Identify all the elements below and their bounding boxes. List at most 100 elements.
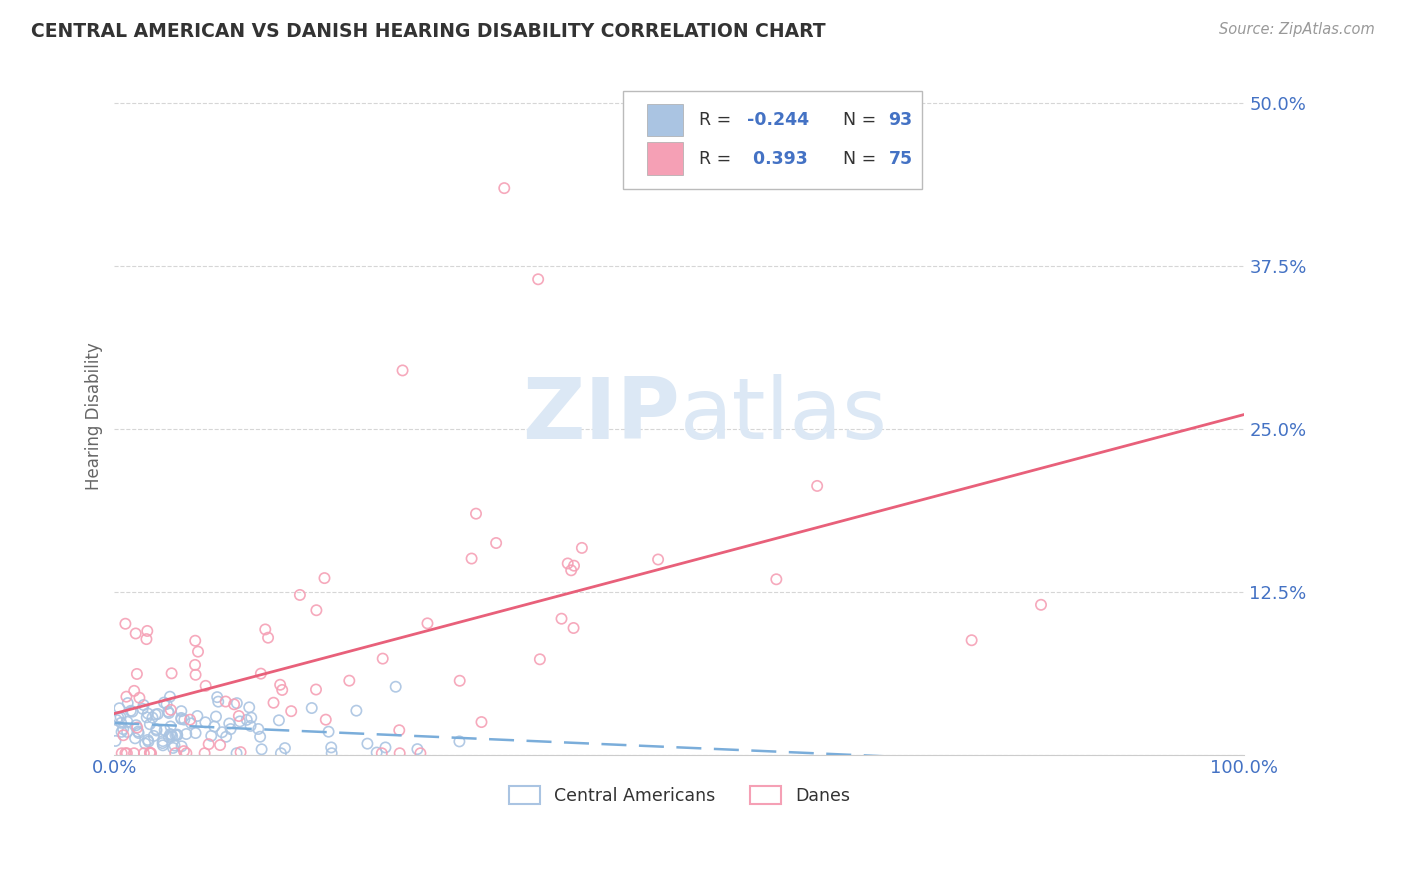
Point [115, 690, 138, 704]
Point [494, 181, 516, 195]
Text: -0.244: -0.244 [747, 112, 810, 129]
Point [117, 714, 139, 729]
Point [139, 746, 162, 760]
Point [254, 623, 277, 637]
Point [527, 272, 550, 286]
Point [184, 667, 207, 681]
Point [550, 612, 572, 626]
Point [110, 710, 132, 724]
Point [136, 706, 159, 721]
Point [125, 718, 148, 732]
Point [136, 733, 159, 747]
Point [184, 726, 207, 740]
Point [142, 729, 165, 743]
Point [120, 704, 142, 718]
Point [176, 746, 198, 760]
Point [173, 713, 195, 727]
Point [371, 651, 394, 665]
Point [1029, 598, 1052, 612]
Point [263, 696, 285, 710]
Point [218, 716, 240, 731]
Point [318, 724, 340, 739]
Point [114, 746, 136, 760]
Point [194, 746, 217, 760]
Point [170, 739, 193, 754]
Point [159, 727, 181, 741]
Point [205, 690, 228, 705]
Point [146, 706, 169, 721]
Point [114, 616, 136, 631]
Point [371, 746, 394, 760]
Point [239, 719, 262, 733]
Point [315, 713, 337, 727]
Point [105, 713, 128, 727]
Point [305, 682, 328, 697]
Point [162, 740, 184, 755]
Point [122, 684, 145, 698]
Point [138, 734, 160, 748]
Point [238, 700, 260, 714]
Point [374, 740, 396, 755]
Point [110, 724, 132, 739]
Point [180, 716, 202, 731]
Text: atlas: atlas [679, 375, 887, 458]
Point [157, 706, 180, 720]
Point [449, 734, 471, 748]
Point [274, 741, 297, 756]
FancyBboxPatch shape [647, 103, 683, 136]
Point [134, 737, 156, 751]
Point [121, 705, 143, 719]
Point [124, 731, 146, 746]
Point [211, 725, 233, 739]
Point [187, 645, 209, 659]
Legend: Central Americans, Danes: Central Americans, Danes [501, 778, 859, 814]
Point [145, 707, 167, 722]
Point [270, 746, 292, 760]
Point [529, 652, 551, 666]
Point [125, 667, 148, 681]
Text: N =: N = [832, 112, 882, 129]
Text: ZIP: ZIP [522, 375, 679, 458]
Text: R =: R = [699, 112, 737, 129]
Point [186, 709, 208, 723]
Point [112, 728, 135, 742]
Point [280, 704, 302, 718]
Point [139, 746, 162, 760]
Point [224, 698, 246, 712]
Point [141, 711, 163, 725]
Point [128, 690, 150, 705]
Point [139, 717, 162, 731]
Point [214, 694, 236, 708]
Point [115, 746, 138, 760]
Text: CENTRAL AMERICAN VS DANISH HEARING DISABILITY CORRELATION CHART: CENTRAL AMERICAN VS DANISH HEARING DISAB… [31, 22, 825, 41]
Point [135, 632, 157, 646]
Text: 0.393: 0.393 [747, 150, 808, 168]
Point [135, 710, 157, 724]
Point [562, 558, 585, 573]
Point [145, 722, 167, 736]
Point [647, 552, 669, 566]
Point [229, 745, 252, 759]
Point [166, 728, 188, 742]
Point [416, 616, 439, 631]
Text: R =: R = [699, 150, 737, 168]
Point [560, 563, 582, 577]
Point [269, 678, 291, 692]
Point [155, 697, 177, 711]
Point [765, 572, 787, 586]
Point [388, 723, 411, 738]
Point [160, 728, 183, 742]
Point [209, 738, 232, 752]
Point [127, 724, 149, 739]
Point [173, 744, 195, 758]
Point [250, 666, 273, 681]
Point [249, 730, 271, 744]
Point [314, 571, 336, 585]
Text: 75: 75 [889, 150, 912, 168]
Point [406, 742, 429, 756]
Point [225, 746, 247, 760]
Point [108, 701, 131, 715]
Point [131, 702, 153, 716]
Point [449, 673, 471, 688]
Point [806, 479, 828, 493]
